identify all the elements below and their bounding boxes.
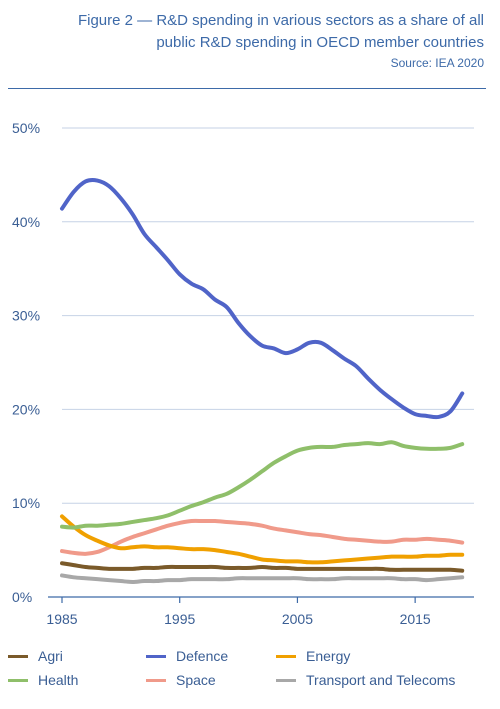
series-line-defence [60,177,465,420]
x-tick-label: 2015 [400,611,431,627]
source-note: Source: IEA 2020 [390,56,484,70]
chart-header: Figure 2 — R&D spending in various secto… [0,10,484,71]
series-lines [60,177,465,584]
series-line-energy [60,514,465,565]
chart-title-line-1: Figure 2 — R&D spending in various secto… [77,12,484,29]
axes: 0% 10% 20% 30% 40% 50% 1985 1995 2005 2015 [12,120,474,627]
y-tick-label: 50% [12,120,40,136]
y-tick-label: 40% [12,214,40,230]
y-tick-label: 20% [12,401,40,417]
series-line-health [60,440,465,530]
x-tick-label: 1985 [46,611,77,627]
y-tick-label: 10% [12,495,40,511]
header-divider [8,88,486,89]
series-line-transport-and-telecoms [60,573,465,584]
y-tick-label: 0% [12,589,32,605]
chart-title-line-2: public R&D spending in OECD member count… [156,34,484,51]
gridlines [62,127,474,504]
x-tick-label: 1995 [164,611,195,627]
x-tick-label: 2005 [282,611,313,627]
series-line-agri [60,561,465,573]
series-line-space [60,518,465,556]
y-tick-label: 30% [12,308,40,324]
